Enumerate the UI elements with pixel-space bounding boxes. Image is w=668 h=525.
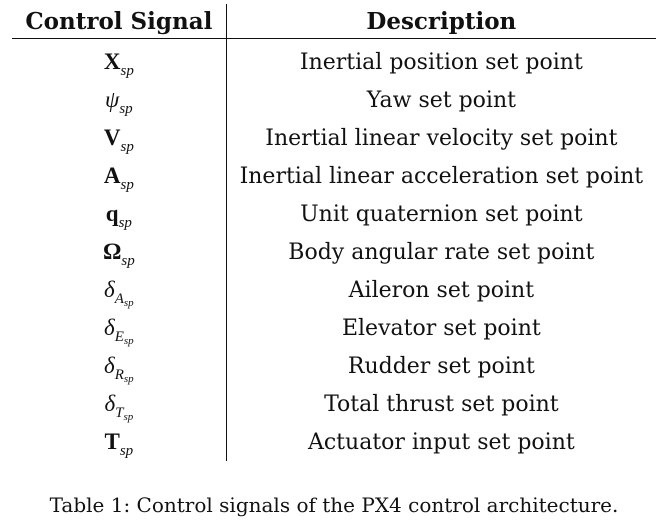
control-signal-symbol: Xsp <box>103 49 134 79</box>
symbol-sub-subscript: sp <box>123 335 134 347</box>
symbol-subscript: sp <box>119 443 134 459</box>
control-signal-cell: Xsp <box>12 38 227 81</box>
control-signal-cell: δEsp <box>12 309 227 347</box>
description-cell: Body angular rate set point <box>288 239 595 265</box>
control-signal-symbol: δRsp <box>104 353 134 385</box>
description-cell: Inertial position set point <box>299 49 583 75</box>
header-description: Description <box>226 4 656 39</box>
symbol-main: A <box>103 163 121 188</box>
symbol-subscript: sp <box>121 253 135 269</box>
symbol-sub-subscript: sp <box>123 373 134 385</box>
control-signal-symbol: Vsp <box>103 125 134 155</box>
symbol-main: δ <box>104 315 115 340</box>
table-row: δEsp Elevator set point <box>12 309 656 347</box>
table-row: Xsp Inertial position set point <box>12 38 656 81</box>
symbol-sub-subscript: sp <box>123 297 134 309</box>
control-signal-cell: Asp <box>12 157 227 195</box>
symbol-subscript: Tsp <box>115 405 134 423</box>
table-row: Tsp Actuator input set point <box>12 423 656 461</box>
symbol-subscript: sp <box>118 215 132 231</box>
control-signal-symbol: Asp <box>103 163 134 193</box>
symbol-main: T <box>104 429 120 454</box>
control-signal-cell: qsp <box>12 195 227 233</box>
symbol-subscript: sp <box>120 177 134 193</box>
symbol-subscript: sp <box>120 63 134 79</box>
description-cell: Rudder set point <box>347 353 535 379</box>
control-signal-cell: Vsp <box>12 119 227 157</box>
table-header-row: Control Signal Description <box>12 4 656 39</box>
description-cell: Aileron set point <box>348 277 535 303</box>
table-row: Ωsp Body angular rate set point <box>12 233 656 271</box>
symbol-main: ψ <box>105 87 120 112</box>
symbol-subscript: Rsp <box>114 367 134 385</box>
control-signal-cell: δRsp <box>12 347 227 385</box>
control-signals-table: Control Signal Description Xsp Inertial p… <box>12 4 656 461</box>
description-cell: Inertial linear velocity set point <box>265 125 618 151</box>
symbol-main: δ <box>104 391 116 416</box>
symbol-main: δ <box>104 353 115 378</box>
description-cell: Actuator input set point <box>307 429 575 455</box>
control-signal-cell: Ωsp <box>12 233 227 271</box>
control-signal-cell: Tsp <box>12 423 227 461</box>
control-signal-symbol: Tsp <box>104 429 134 459</box>
control-signal-symbol: ψsp <box>105 87 133 117</box>
table-row: Vsp Inertial linear velocity set point <box>12 119 656 157</box>
table-row: qsp Unit quaternion set point <box>12 195 656 233</box>
symbol-main: Ω <box>102 239 122 264</box>
symbol-main: V <box>103 125 121 150</box>
control-signal-cell: ψsp <box>12 81 227 119</box>
description-cell: Elevator set point <box>341 315 541 341</box>
control-signal-symbol: δTsp <box>104 391 133 423</box>
control-signals-table-container: Control Signal Description Xsp Inertial p… <box>12 4 656 461</box>
description-cell: Yaw set point <box>366 87 516 113</box>
control-signal-cell: δAsp <box>12 271 227 309</box>
symbol-subscript: sp <box>119 101 133 117</box>
table-row: δAsp Aileron set point <box>12 271 656 309</box>
symbol-subscript: sp <box>120 139 134 155</box>
symbol-sub-subscript: sp <box>123 411 134 423</box>
table-row: ψsp Yaw set point <box>12 81 656 119</box>
symbol-subscript: Esp <box>114 329 134 347</box>
symbol-main: δ <box>104 277 115 302</box>
control-signal-symbol: qsp <box>105 201 132 231</box>
description-cell: Total thrust set point <box>324 391 559 417</box>
control-signal-symbol: Ωsp <box>102 239 135 269</box>
table-row: Asp Inertial linear acceleration set poin… <box>12 157 656 195</box>
control-signal-symbol: δEsp <box>104 315 134 347</box>
description-cell: Unit quaternion set point <box>300 201 583 227</box>
table-row: δTsp Total thrust set point <box>12 385 656 423</box>
table-row: δRsp Rudder set point <box>12 347 656 385</box>
symbol-main: q <box>105 201 119 226</box>
header-control-signal: Control Signal <box>12 4 227 39</box>
symbol-subscript: Asp <box>114 291 134 309</box>
control-signal-cell: δTsp <box>12 385 227 423</box>
description-cell: Inertial linear acceleration set point <box>239 163 644 189</box>
table-caption: Table 1: Control signals of the PX4 cont… <box>49 493 619 517</box>
symbol-main: X <box>103 49 121 74</box>
table-body: Xsp Inertial position set point ψsp Yaw set… <box>12 38 656 461</box>
control-signal-symbol: δAsp <box>104 277 134 309</box>
